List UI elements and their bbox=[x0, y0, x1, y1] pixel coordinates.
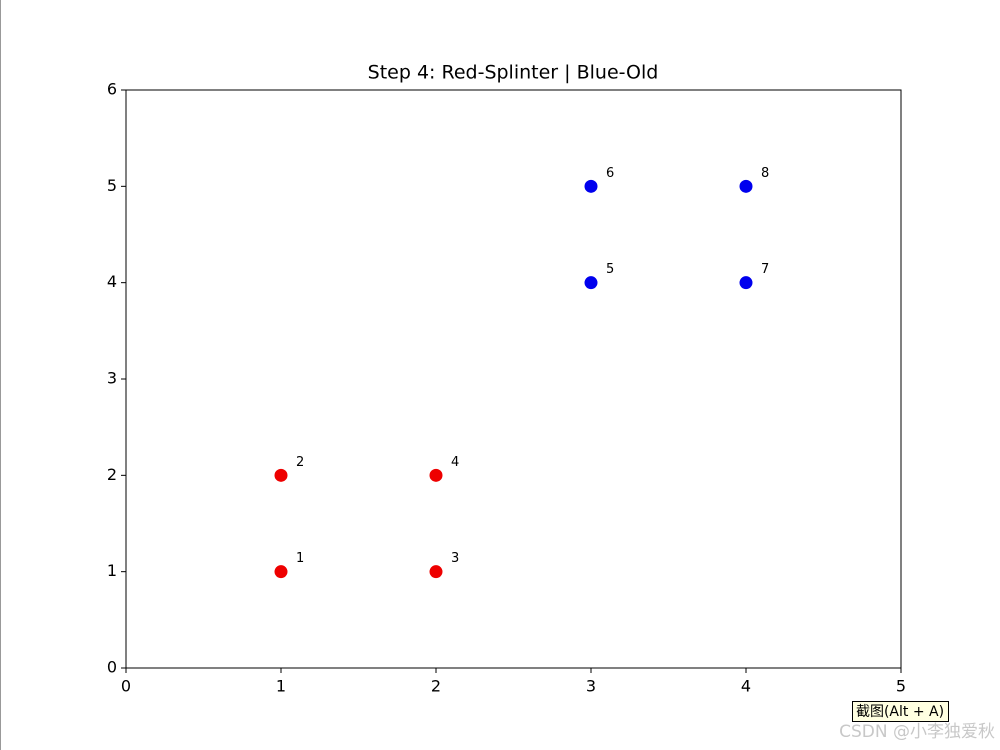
y-tick-label: 1 bbox=[107, 561, 117, 580]
tooltip-box bbox=[852, 701, 949, 722]
y-tick-label: 2 bbox=[107, 465, 117, 484]
point bbox=[429, 468, 443, 482]
chart-title: Step 4: Red-Splinter | Blue-Old bbox=[368, 62, 659, 84]
point-label: 8 bbox=[761, 166, 769, 181]
x-tick-label: 1 bbox=[276, 677, 286, 696]
point-label: 1 bbox=[296, 551, 304, 566]
point bbox=[274, 565, 288, 579]
tooltip: 截图(Alt + A) bbox=[852, 701, 949, 722]
y-tick-label: 6 bbox=[107, 80, 117, 99]
tooltip-text: 截图(Alt + A) bbox=[856, 704, 944, 720]
point bbox=[584, 179, 598, 193]
point-label: 4 bbox=[451, 455, 459, 470]
x-tick-label: 4 bbox=[741, 677, 751, 696]
y-tick-label: 4 bbox=[107, 272, 117, 291]
point-label: 5 bbox=[606, 262, 614, 277]
x-tick-label: 2 bbox=[431, 677, 441, 696]
point-label: 2 bbox=[296, 455, 304, 470]
point bbox=[739, 179, 753, 193]
point bbox=[429, 565, 443, 579]
point-label: 6 bbox=[606, 166, 614, 181]
point-label: 3 bbox=[451, 551, 459, 566]
watermark: CSDN @小李独爱秋 bbox=[839, 722, 995, 742]
y-tick-label: 3 bbox=[107, 369, 117, 388]
point bbox=[739, 276, 753, 290]
x-tick-label: 3 bbox=[586, 677, 596, 696]
x-tick-label: 5 bbox=[896, 677, 906, 696]
point-label: 7 bbox=[761, 262, 769, 277]
y-tick-label: 0 bbox=[107, 658, 117, 677]
y-tick-label: 5 bbox=[107, 176, 117, 195]
x-tick-label: 0 bbox=[121, 677, 131, 696]
point bbox=[274, 468, 288, 482]
point bbox=[584, 276, 598, 290]
